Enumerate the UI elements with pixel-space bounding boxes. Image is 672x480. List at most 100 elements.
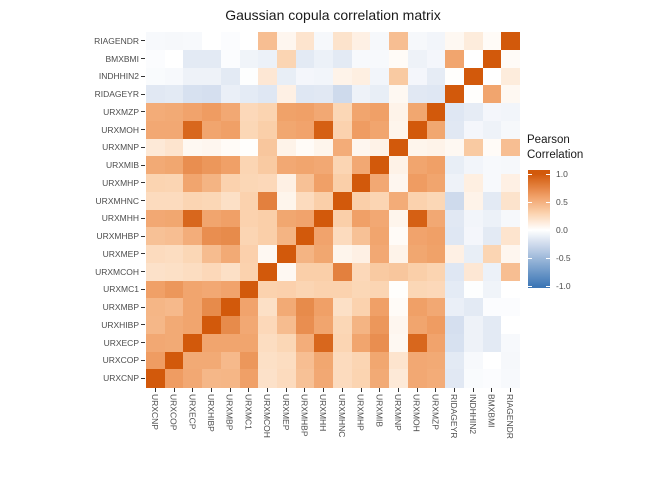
x-axis-label: URXMHH — [318, 394, 329, 432]
heatmap-cell — [370, 227, 390, 246]
heatmap-cell — [482, 174, 502, 193]
heatmap-cell — [220, 245, 240, 264]
heatmap-cell — [351, 262, 371, 281]
heatmap-cell — [426, 138, 446, 157]
heatmap-cell — [463, 67, 484, 86]
heatmap-cell — [258, 245, 278, 264]
heatmap-cell — [333, 262, 353, 281]
heatmap-cell — [239, 280, 259, 299]
heatmap-cell — [239, 245, 259, 264]
heatmap-cell — [258, 333, 278, 352]
heatmap-cell — [389, 369, 409, 388]
heatmap-cell — [202, 227, 222, 246]
heatmap-cell — [482, 280, 502, 299]
heatmap-cell — [276, 103, 297, 122]
heatmap-cell — [407, 156, 427, 175]
y-axis-tick — [141, 182, 145, 184]
y-axis-tick — [141, 200, 145, 202]
heatmap-cell — [407, 120, 427, 139]
heatmap-cell — [183, 174, 203, 193]
x-axis-label: URXMHNC — [336, 394, 347, 438]
y-axis-tick — [141, 324, 145, 326]
legend-tick-label: 0.0 — [556, 225, 568, 235]
heatmap-cell — [351, 369, 371, 388]
y-axis-label: URXMOH — [101, 124, 139, 135]
y-axis-tick — [141, 164, 145, 166]
heatmap-cell — [463, 138, 484, 157]
heatmap-cell — [501, 103, 521, 122]
heatmap-cell — [295, 67, 315, 86]
heatmap-cell — [407, 262, 427, 281]
heatmap-cell — [276, 280, 297, 299]
heatmap-cell — [501, 245, 521, 264]
heatmap-cell — [314, 227, 334, 246]
heatmap-cell — [463, 333, 484, 352]
heatmap-cell — [202, 156, 222, 175]
heatmap-cell — [389, 262, 409, 281]
heatmap-cell — [239, 138, 259, 157]
x-axis-tick — [379, 388, 381, 392]
y-axis-label: URXMZP — [103, 106, 139, 117]
heatmap-cell — [445, 85, 465, 104]
heatmap-cell — [239, 156, 259, 175]
x-axis-label: URXMIB — [374, 394, 385, 428]
heatmap-cell — [258, 191, 278, 210]
heatmap-cell — [164, 85, 184, 104]
heatmap-cell — [445, 174, 465, 193]
x-axis-tick — [229, 388, 231, 392]
heatmap-cell — [501, 227, 521, 246]
heatmap-cell — [482, 156, 502, 175]
y-axis-label: URXMHNC — [95, 195, 139, 206]
heatmap-cell — [220, 156, 240, 175]
heatmap-cell — [370, 174, 390, 193]
heatmap-cell — [482, 49, 502, 68]
heatmap-cell — [482, 369, 502, 388]
heatmap-cell — [351, 227, 371, 246]
y-axis-label: RIAGENDR — [94, 35, 139, 46]
heatmap-cell — [239, 49, 259, 68]
heatmap-cell — [426, 369, 446, 388]
heatmap-cell — [164, 138, 184, 157]
heatmap-cell — [463, 209, 484, 228]
heatmap-cell — [276, 333, 297, 352]
heatmap-cell — [501, 191, 521, 210]
heatmap-cell — [258, 174, 278, 193]
heatmap-cell — [351, 245, 371, 264]
heatmap-cell — [426, 191, 446, 210]
heatmap-cell — [333, 209, 353, 228]
heatmap-cell — [314, 333, 334, 352]
heatmap-cell — [370, 351, 390, 370]
heatmap-cell — [445, 191, 465, 210]
heatmap-cell — [463, 156, 484, 175]
heatmap-cell — [220, 280, 240, 299]
heatmap-cell — [351, 67, 371, 86]
heatmap-cell — [183, 316, 203, 335]
heatmap-cell — [501, 298, 521, 317]
heatmap-cell — [258, 49, 278, 68]
heatmap-cell — [202, 369, 222, 388]
heatmap-cell — [164, 227, 184, 246]
heatmap-cell — [370, 138, 390, 157]
heatmap-cell — [183, 103, 203, 122]
heatmap-cell — [501, 369, 521, 388]
heatmap-cell — [370, 262, 390, 281]
heatmap-cell — [276, 174, 297, 193]
y-axis-label: URXMNP — [102, 142, 139, 153]
heatmap-cell — [164, 280, 184, 299]
heatmap-cell — [445, 262, 465, 281]
heatmap-cell — [258, 262, 278, 281]
heatmap-cell — [314, 103, 334, 122]
heatmap-cell — [314, 85, 334, 104]
heatmap-cell — [146, 191, 166, 210]
heatmap-cell — [146, 280, 166, 299]
heatmap-cell — [389, 156, 409, 175]
heatmap-cell — [220, 32, 240, 51]
heatmap-cell — [389, 298, 409, 317]
heatmap-cell — [389, 209, 409, 228]
heatmap-cell — [295, 103, 315, 122]
heatmap-cell — [389, 67, 409, 86]
heatmap-cell — [295, 85, 315, 104]
x-axis-label: URXMZP — [430, 394, 441, 430]
heatmap-cell — [407, 369, 427, 388]
heatmap-cell — [202, 351, 222, 370]
